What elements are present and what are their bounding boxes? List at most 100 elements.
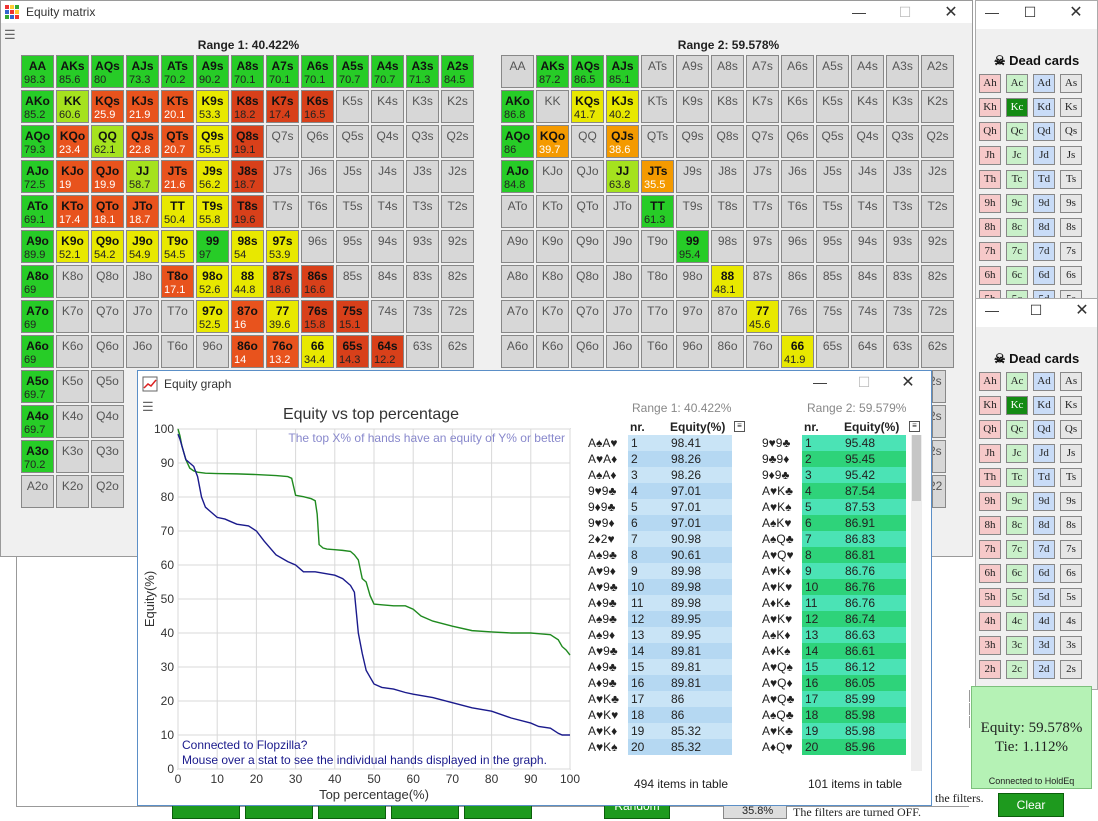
- range1-cell-K6s[interactable]: K6s 16.5: [301, 90, 334, 123]
- range2-cell-KJs[interactable]: KJs 40.2: [606, 90, 639, 123]
- range1-cell-63s[interactable]: 63s: [406, 335, 439, 368]
- range2-cell-72s[interactable]: 72s: [921, 300, 954, 333]
- range1-cell-T4s[interactable]: T4s: [371, 195, 404, 228]
- range1-cell-K5o[interactable]: K5o: [56, 370, 89, 403]
- table-row[interactable]: A♥9♣ 14 89.81: [588, 643, 732, 659]
- clear-button[interactable]: Clear: [998, 793, 1064, 817]
- range1-cell-Q7o[interactable]: Q7o: [91, 300, 124, 333]
- dead-card-9h[interactable]: 9h: [979, 194, 1001, 213]
- range2-cell-97s[interactable]: 97s: [746, 230, 779, 263]
- range1-cell-T9s[interactable]: T9s 55.8: [196, 195, 229, 228]
- range1-cell-94s[interactable]: 94s: [371, 230, 404, 263]
- dead-card-9d[interactable]: 9d: [1033, 492, 1055, 511]
- range1-cell-J5s[interactable]: J5s: [336, 160, 369, 193]
- range2-cell-63s[interactable]: 63s: [886, 335, 919, 368]
- range2-cell-A3s[interactable]: A3s: [886, 55, 919, 88]
- range1-cell-KQo[interactable]: KQo 23.4: [56, 125, 89, 158]
- range2-cell-A8o[interactable]: A8o: [501, 265, 534, 298]
- range2-partial-cell[interactable]: 2s: [932, 405, 946, 438]
- range1-cell-AQo[interactable]: AQo 79.3: [21, 125, 54, 158]
- range2-cell-86s[interactable]: 86s: [781, 265, 814, 298]
- table-row[interactable]: A♥K♣ 19 85.98: [762, 723, 906, 739]
- range2-cell-A9o[interactable]: A9o: [501, 230, 534, 263]
- range1-cell-K3o[interactable]: K3o: [56, 440, 89, 473]
- range1-cell-A5o[interactable]: A5o 69.7: [21, 370, 54, 403]
- dead-card-5s[interactable]: 5s: [1060, 290, 1082, 299]
- dead-card-Ad[interactable]: Ad: [1033, 372, 1055, 391]
- dead-card-Kd[interactable]: Kd: [1033, 396, 1055, 415]
- range1-cell-T7s[interactable]: T7s: [266, 195, 299, 228]
- range2-cell-98s[interactable]: 98s: [711, 230, 744, 263]
- range2-cell-QTo[interactable]: QTo: [571, 195, 604, 228]
- range1-cell-74s[interactable]: 74s: [371, 300, 404, 333]
- range2-cell-ATo[interactable]: ATo: [501, 195, 534, 228]
- table-row[interactable]: A♠A♥ 1 98.41: [588, 435, 732, 451]
- range2-cell-K7o[interactable]: K7o: [536, 300, 569, 333]
- dead-card-Qh[interactable]: Qh: [979, 420, 1001, 439]
- dead-card-9s[interactable]: 9s: [1060, 194, 1082, 213]
- dead-card-8h[interactable]: 8h: [979, 516, 1001, 535]
- dead-card-Jc[interactable]: Jc: [1006, 146, 1028, 165]
- range2-cell-T8s[interactable]: T8s: [711, 195, 744, 228]
- range1-cell-A6s[interactable]: A6s 70.1: [301, 55, 334, 88]
- range1-cell-AKo[interactable]: AKo 85.2: [21, 90, 54, 123]
- range2-cell-75s[interactable]: 75s: [816, 300, 849, 333]
- dead-card-Kc[interactable]: Kc: [1006, 98, 1028, 117]
- table-row[interactable]: A♥K♠ 20 85.32: [588, 739, 732, 755]
- range1-cell-K8o[interactable]: K8o: [56, 265, 89, 298]
- dead-card-6d[interactable]: 6d: [1033, 266, 1055, 285]
- dead-card-Th[interactable]: Th: [979, 468, 1001, 487]
- range1-cell-J6s[interactable]: J6s: [301, 160, 334, 193]
- table-row[interactable]: 9♦9♣ 5 97.01: [588, 499, 732, 515]
- range1-cell-97o[interactable]: 97o 52.5: [196, 300, 229, 333]
- range2-cell-J3s[interactable]: J3s: [886, 160, 919, 193]
- range1-cell-Q3s[interactable]: Q3s: [406, 125, 439, 158]
- range1-cell-76o[interactable]: 76o 13.2: [266, 335, 299, 368]
- range2-cell-65s[interactable]: 65s: [816, 335, 849, 368]
- range1-cell-AJo[interactable]: AJo 72.5: [21, 160, 54, 193]
- range2-cell-T7o[interactable]: T7o: [641, 300, 674, 333]
- dead-card-9s[interactable]: 9s: [1060, 492, 1082, 511]
- range2-cell-Q2s[interactable]: Q2s: [921, 125, 954, 158]
- range1-cell-86o[interactable]: 86o 14: [231, 335, 264, 368]
- dead-card-5h[interactable]: 5h: [979, 290, 1001, 299]
- range1-cell-92s[interactable]: 92s: [441, 230, 474, 263]
- range1-cell-KTo[interactable]: KTo 17.4: [56, 195, 89, 228]
- dead-card-3s[interactable]: 3s: [1060, 636, 1082, 655]
- range1-cell-K7o[interactable]: K7o: [56, 300, 89, 333]
- range1-cell-Q8o[interactable]: Q8o: [91, 265, 124, 298]
- dead-card-Qs[interactable]: Qs: [1060, 420, 1082, 439]
- table-row[interactable]: A♠9♣ 12 89.95: [588, 611, 732, 627]
- range1-cell-T6o[interactable]: T6o: [161, 335, 194, 368]
- range2-cell-QJo[interactable]: QJo: [571, 160, 604, 193]
- dead-card-6s[interactable]: 6s: [1060, 266, 1082, 285]
- range1-cell-K8s[interactable]: K8s 18.2: [231, 90, 264, 123]
- range2-cell-TT[interactable]: TT 61.3: [641, 195, 674, 228]
- range2-cell-K4s[interactable]: K4s: [851, 90, 884, 123]
- minimize-icon[interactable]: —: [985, 4, 999, 20]
- range1-cell-62s[interactable]: 62s: [441, 335, 474, 368]
- range1-cell-Q5o[interactable]: Q5o: [91, 370, 124, 403]
- range1-cell-A8o[interactable]: A8o 69: [21, 265, 54, 298]
- range2-cell-97o[interactable]: 97o: [676, 300, 709, 333]
- table-row[interactable]: A♠K♥ 6 86.91: [762, 515, 906, 531]
- range2-cell-J6s[interactable]: J6s: [781, 160, 814, 193]
- dead-card-Tc[interactable]: Tc: [1006, 468, 1028, 487]
- range1-cell-A7s[interactable]: A7s 70.1: [266, 55, 299, 88]
- dead-card-5c[interactable]: 5c: [1006, 290, 1028, 299]
- maximize-icon[interactable]: ☐: [1029, 301, 1043, 318]
- range2-cell-QQ[interactable]: QQ: [571, 125, 604, 158]
- range2-cell-96o[interactable]: 96o: [676, 335, 709, 368]
- table-row[interactable]: A♥Q♦ 16 86.05: [762, 675, 906, 691]
- dead-card-Ks[interactable]: Ks: [1060, 98, 1082, 117]
- range1-cell-J8o[interactable]: J8o: [126, 265, 159, 298]
- dead-card-Qs[interactable]: Qs: [1060, 122, 1082, 141]
- range1-cell-K2o[interactable]: K2o: [56, 475, 89, 508]
- range2-cell-A9s[interactable]: A9s: [676, 55, 709, 88]
- table-row[interactable]: A♦Q♥ 20 85.96: [762, 739, 906, 755]
- dead-card-Td[interactable]: Td: [1033, 170, 1055, 189]
- range1-cell-T7o[interactable]: T7o: [161, 300, 194, 333]
- dead-card-7s[interactable]: 7s: [1060, 540, 1082, 559]
- dead-card-Jd[interactable]: Jd: [1033, 444, 1055, 463]
- dead-card-5d[interactable]: 5d: [1033, 290, 1055, 299]
